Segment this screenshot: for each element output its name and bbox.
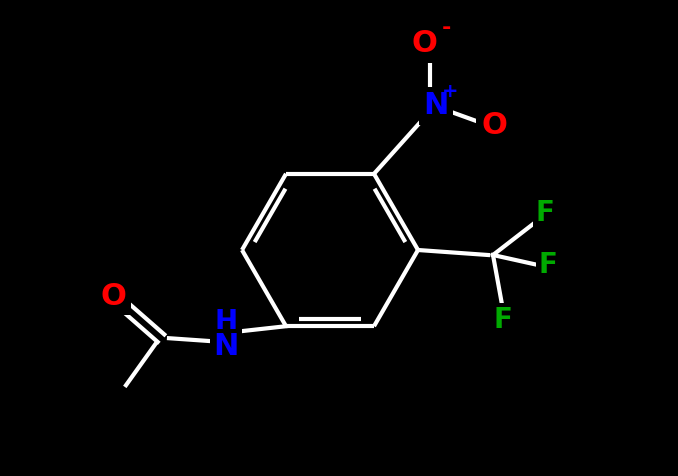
Text: H: H — [214, 308, 237, 336]
Text: +: + — [442, 82, 458, 101]
Text: F: F — [538, 251, 557, 279]
Text: O: O — [481, 111, 507, 140]
Text: F: F — [536, 199, 555, 227]
Text: O: O — [411, 30, 437, 58]
Text: O: O — [100, 282, 126, 311]
Text: F: F — [494, 306, 513, 334]
Text: N: N — [423, 91, 449, 120]
Text: N: N — [214, 332, 239, 361]
Text: -: - — [441, 18, 451, 38]
